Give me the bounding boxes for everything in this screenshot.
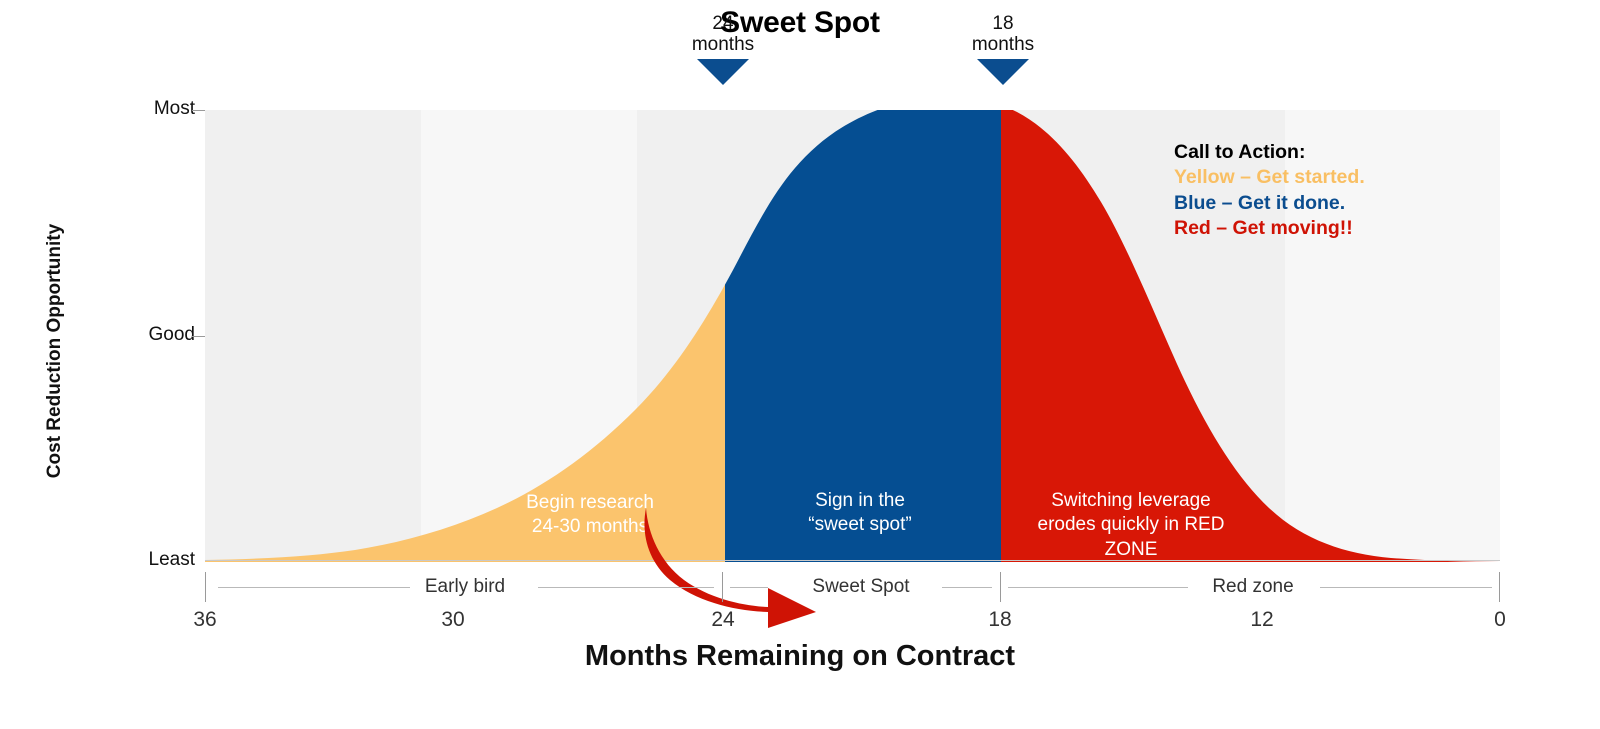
annotation-red-zone-line3: ZONE [1104, 538, 1158, 560]
x-axis-title: Months Remaining on Contract [584, 640, 1016, 672]
annotation-red-zone-line1: Switching leverage [1051, 490, 1211, 511]
annotation-red-zone: Switching leverage erodes quickly in RED… [1019, 489, 1243, 562]
annotation-red-zone-line2: erodes quickly in RED [1037, 514, 1225, 536]
x-tick-label-30: 30 [441, 608, 465, 631]
marker-24-unit: months [691, 33, 755, 55]
marker-24-value: 24 [712, 13, 734, 34]
x-tick-label-12: 12 [1250, 608, 1274, 631]
y-tick-mark [192, 336, 214, 337]
zone-tick [1000, 572, 1001, 602]
x-tick-label-18: 18 [988, 608, 1012, 631]
marker-18-months: 18 months [933, 13, 1073, 86]
cta-blue-item: Blue – Get it done. [1174, 191, 1346, 214]
y-tick-label-good: Good [148, 324, 195, 345]
zone-label-sweet-spot: Sweet Spot [812, 576, 910, 597]
triangle-down-icon [977, 59, 1029, 86]
zone-bracket-row: Early bird Sweet Spot Red zone [0, 572, 1600, 604]
zone-label-early-bird: Early bird [424, 576, 506, 597]
zone-tick [722, 572, 723, 602]
x-tick-label-36: 36 [193, 608, 217, 631]
zone-rule [1320, 587, 1492, 588]
y-tick-mark [192, 110, 214, 111]
annotation-sweet-spot-line2: “sweet spot” [808, 514, 912, 536]
chart-title: Sweet Spot [720, 6, 880, 39]
triangle-down-icon [697, 59, 749, 86]
call-to-action-legend: Call to Action: Yellow – Get started. Bl… [1174, 140, 1504, 241]
annotation-sweet-spot: Sign in the “sweet spot” [760, 489, 960, 538]
cta-yellow-item: Yellow – Get started. [1174, 166, 1365, 189]
annotation-early-bird-line2: 24-30 months [531, 516, 649, 538]
y-tick-label-most: Most [153, 98, 195, 119]
zone-rule [942, 587, 992, 588]
zone-label-red-zone: Red zone [1212, 576, 1294, 597]
annotation-sweet-spot-line1: Sign in the [815, 490, 905, 511]
annotation-early-bird-line1: Begin research [526, 492, 654, 513]
marker-18-value: 18 [992, 13, 1014, 34]
x-tick-label-24: 24 [711, 608, 735, 631]
curved-arrow-icon [640, 500, 830, 630]
zone-tick [205, 572, 206, 602]
cta-red-item: Red – Get moving!! [1174, 217, 1353, 240]
zone-rule [1008, 587, 1188, 588]
zone-rule [538, 587, 714, 588]
marker-18-unit: months [971, 33, 1035, 55]
y-axis-title: Cost Reduction Opportunity [44, 223, 65, 479]
x-tick-label-0: 0 [1494, 608, 1506, 631]
plot-area [205, 110, 1500, 562]
zone-rule [218, 587, 410, 588]
zone-rule [730, 587, 768, 588]
annotation-early-bird: Begin research 24-30 months [480, 491, 700, 540]
cta-heading: Call to Action: [1174, 141, 1306, 163]
marker-24-months: 24 months [653, 13, 793, 86]
y-tick-label-least: Least [148, 549, 195, 570]
zone-tick [1499, 572, 1500, 602]
